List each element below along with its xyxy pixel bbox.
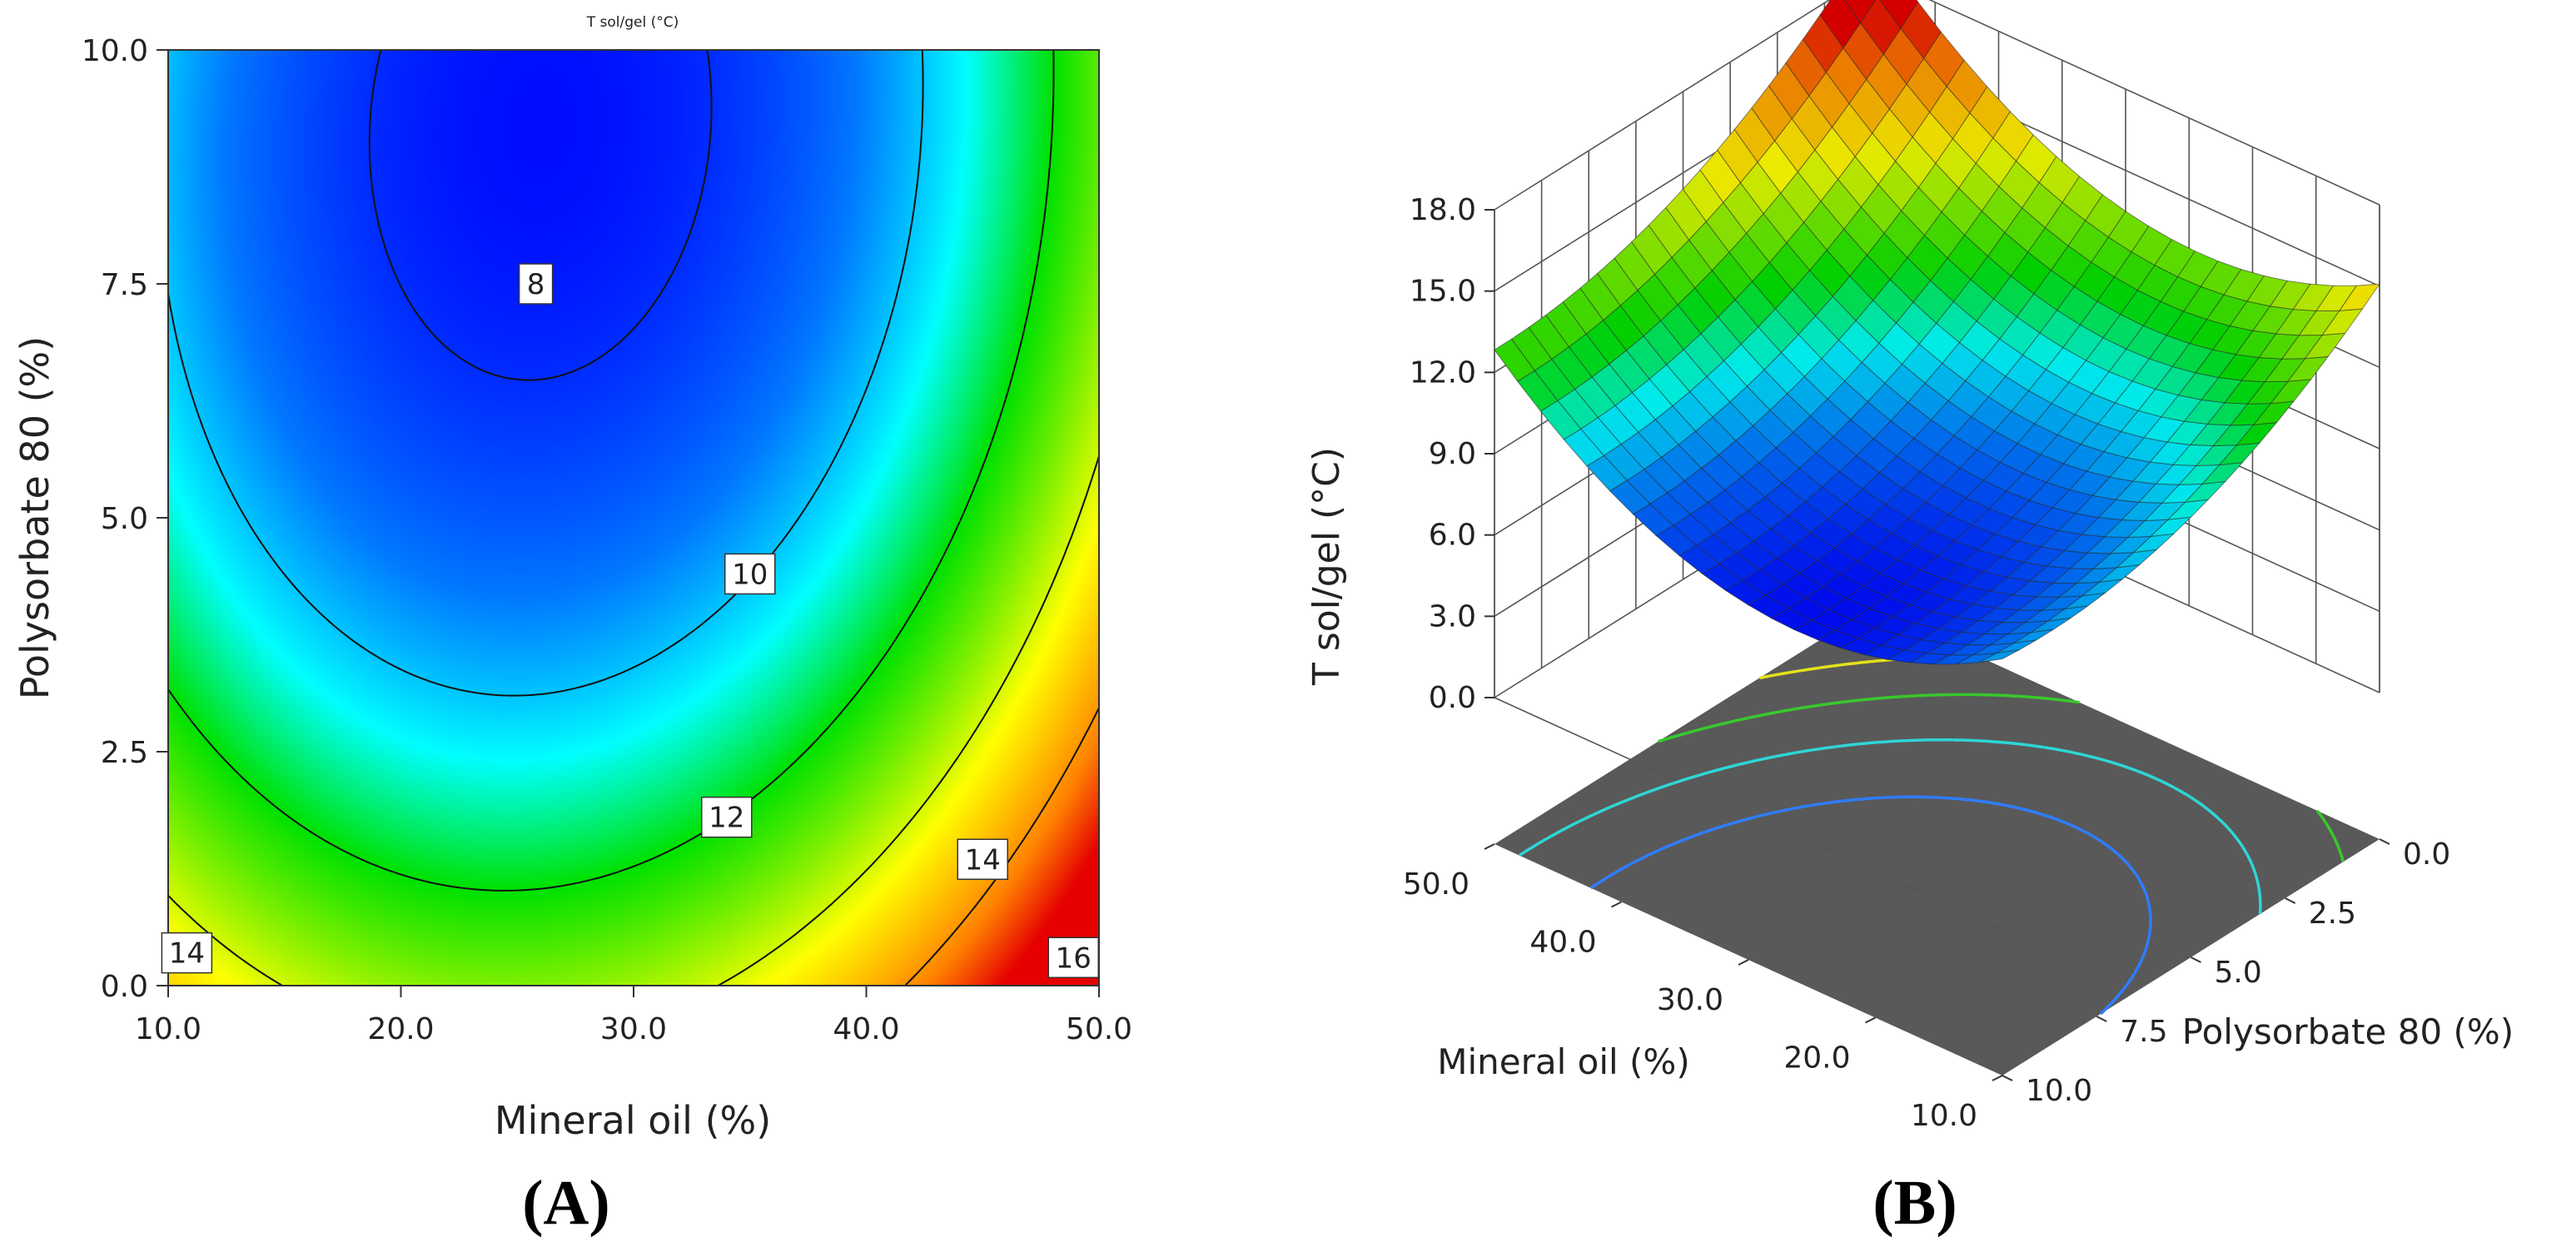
box-grid-line [1494,0,1831,211]
contour-label-text: 16 [1056,941,1092,975]
y3d-tick-label: 7.5 [2120,1015,2167,1049]
panel-b-floor-contours [1518,623,2345,1016]
box-grid-line [1928,0,2380,206]
z-tick-label: 3.0 [1429,599,1476,633]
x-tick-label: 20.0 [367,1012,434,1046]
z-tick-label: 12.0 [1410,355,1476,390]
y-tick-label: 0.0 [101,970,148,1004]
contour-label: 14 [161,932,213,974]
x3d-tick-label: 50.0 [1403,867,1470,902]
y-tick-label: 2.5 [101,736,148,770]
contour-label: 8 [518,263,554,305]
surface-patch [1879,0,1919,29]
contour-label-text: 14 [169,937,205,971]
panel-a-contour-plot: T sol/gel (°C) 10.0 20.0 30.0 40.0 50.0 0.0 2.… [12,14,1132,1238]
y3d-tick-mark [2379,838,2390,845]
contour-label-box [724,553,776,595]
contour-label-box [701,796,753,838]
z-tick-label: 0.0 [1429,681,1476,715]
floor-contour-14 [1658,693,2345,862]
z-tick-label: 18.0 [1410,193,1476,227]
panel-a-title: T sol/gel (°C) [586,14,679,31]
contour-label-box [518,263,554,305]
y-tick-label: 10.0 [82,34,148,68]
y3d-tick-mark [2285,897,2296,904]
z-tick-label: 6.0 [1429,519,1476,553]
y-tick-label: 7.5 [101,268,148,302]
panel-a-contour-labels: 8 10 12 14 14 16 [161,263,1100,979]
contour-line-14 [167,455,1100,986]
panel-b-floor [1494,608,2380,1076]
contour-label-text: 10 [732,558,768,591]
panel-a-label: (A) [522,1168,610,1238]
x3d-tick-label: 10.0 [1911,1099,1977,1133]
panel-b-ticks: 0.0 3.0 6.0 9.0 12.0 15.0 18.0 50.0 40.0 30.0 20.0… [1403,193,2450,1133]
contour-label-text: 14 [965,843,1001,877]
y-tick-label: 5.0 [101,502,148,536]
floor-contour-12 [1518,738,2262,915]
x-tick-label: 10.0 [135,1012,201,1046]
x3d-tick-mark [1865,1016,1876,1024]
y3d-tick-label: 10.0 [2026,1074,2092,1108]
x3d-tick-mark [1484,843,1495,850]
panel-b-x-axis-label: Mineral oil (%) [1437,1041,1689,1082]
contour-label-text: 8 [527,268,545,301]
z-tick-label: 15.0 [1410,275,1476,309]
panel-b-y-axis-label: Polysorbate 80 (%) [2182,1011,2514,1052]
x3d-tick-mark [1738,959,1749,966]
contour-label: 16 [1047,937,1100,979]
contour-line-10 [167,49,924,697]
panel-b-z-axis-label: T sol/gel (°C) [1305,447,1348,686]
z-tick-label: 9.0 [1429,437,1476,471]
panel-a-ticks: 10.0 20.0 30.0 40.0 50.0 0.0 2.5 5.0 7.5 10.0 [82,34,1132,1046]
contour-label: 12 [701,796,753,838]
x3d-tick-label: 20.0 [1783,1041,1850,1076]
box-grid-line [1494,697,2003,930]
x-tick-label: 50.0 [1066,1012,1132,1046]
y3d-tick-label: 0.0 [2403,837,2450,872]
panel-b-surface-plot: 0.0 3.0 6.0 9.0 12.0 15.0 18.0 50.0 40.0 30.0 20.0… [1305,0,2514,1238]
contour-label: 10 [724,553,776,595]
contour-label: 14 [957,838,1008,881]
panel-b-label: (B) [1872,1168,1957,1238]
y3d-tick-label: 2.5 [2309,897,2356,931]
panel-a-y-axis-label: Polysorbate 80 (%) [12,336,57,699]
x-tick-label: 40.0 [833,1012,899,1046]
x-tick-label: 30.0 [600,1012,667,1046]
y3d-tick-mark [2096,1016,2107,1022]
y3d-tick-mark [2002,1075,2013,1081]
x3d-tick-mark [1611,901,1622,908]
contour-line-8 [368,49,713,381]
y3d-tick-label: 5.0 [2215,956,2262,990]
floor-contour-10 [1589,795,2152,1016]
panel-a-x-axis-label: Mineral oil (%) [495,1098,771,1143]
y3d-tick-mark [2191,956,2201,963]
x3d-tick-label: 30.0 [1657,983,1723,1017]
x3d-tick-mark [1992,1075,2003,1081]
x3d-tick-label: 40.0 [1529,926,1596,960]
contour-label-box [161,932,213,974]
panel-a-heatmap [168,50,1099,986]
contour-label-box [1047,937,1100,979]
surface-patch [1843,0,1877,24]
panel-b-surface [1494,0,2381,665]
contour-label-text: 12 [709,802,744,835]
contour-label-box [957,838,1008,881]
